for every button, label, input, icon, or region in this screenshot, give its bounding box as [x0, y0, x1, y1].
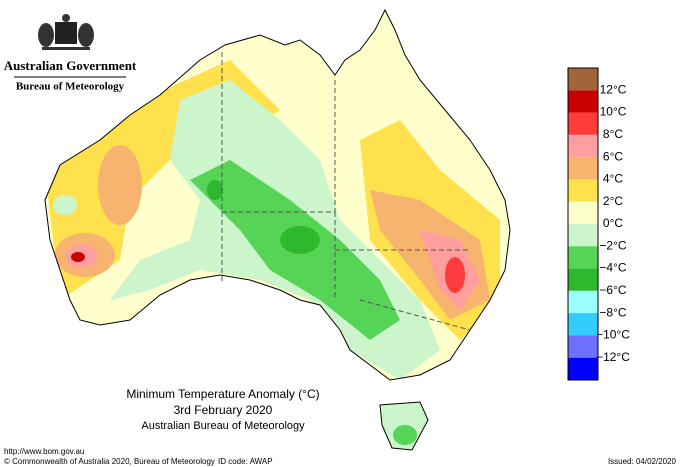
bureau: Bureau of Meteorology	[16, 81, 125, 93]
url: http://www.bom.gov.au	[4, 447, 84, 456]
date: 3rd February 2020	[174, 403, 273, 417]
issued: Issued: 04/02/2020	[608, 457, 677, 466]
legend: 12°C 10°C 8°C 6°C 4°C 2°C 0°C −2°C −4°C −6°C −8°C −…	[567, 67, 630, 381]
government: Australian Government	[4, 58, 137, 73]
legend-label: −6°C	[599, 283, 626, 297]
legend-swatch	[568, 201, 598, 224]
coat-of-arms	[38, 14, 94, 50]
legend-swatch	[568, 179, 598, 202]
legend-swatch	[568, 90, 598, 113]
legend-label: −12°C	[596, 350, 630, 364]
legend-label: 0°C	[603, 216, 623, 230]
legend-swatch	[568, 134, 598, 158]
legend-label: 10°C	[600, 105, 627, 119]
legend-label: 6°C	[603, 149, 623, 163]
legend-swatch	[568, 68, 598, 91]
legend-swatch	[568, 290, 598, 314]
legend-label: −4°C	[599, 261, 626, 275]
legend-swatch	[568, 157, 598, 180]
id-code: ID code: AWAP	[218, 457, 273, 466]
coastline	[44, 8, 511, 451]
legend-label: −2°C	[599, 238, 626, 252]
legend-swatch	[568, 268, 598, 291]
legend-label: −10°C	[596, 328, 630, 342]
legend-label: −8°C	[599, 305, 626, 319]
legend-label: 12°C	[600, 82, 627, 96]
legend-frame	[567, 67, 599, 381]
legend-swatch	[568, 246, 598, 269]
legend-swatch	[568, 313, 598, 336]
state-borders	[221, 52, 471, 331]
legend-swatch	[568, 335, 598, 358]
copyright: © Commonwealth of Australia 2020, Bureau…	[4, 457, 215, 466]
legend-label: 4°C	[603, 172, 623, 186]
legend-label: 8°C	[603, 127, 623, 141]
title: Minimum Temperature Anomaly (°C)	[126, 387, 319, 401]
legend-swatch	[568, 224, 598, 247]
legend-label: 2°C	[603, 194, 623, 208]
legend-swatch	[568, 112, 598, 135]
source: Australian Bureau of Meteorology	[141, 420, 305, 432]
legend-swatch	[568, 357, 598, 380]
